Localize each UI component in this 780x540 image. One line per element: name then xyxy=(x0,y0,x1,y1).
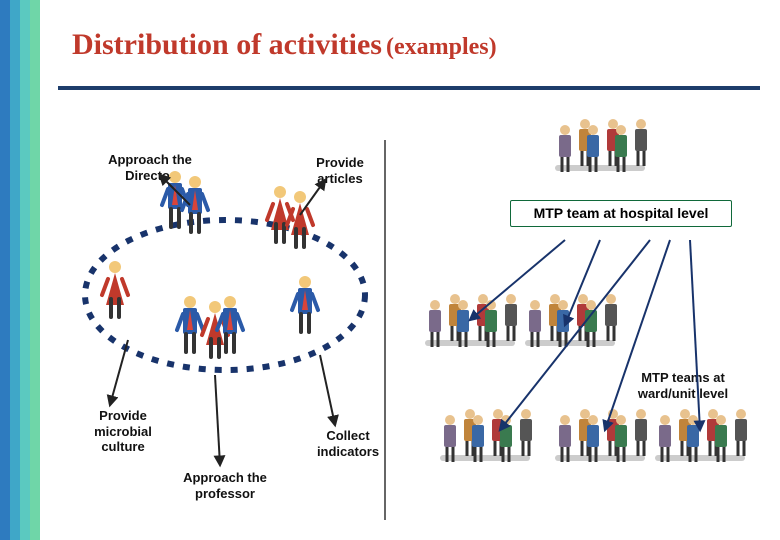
label-collect-indicators: Collect indicators xyxy=(298,428,398,459)
title-sub: (examples) xyxy=(386,34,497,60)
label-approach-professor: Approach the professor xyxy=(160,470,290,501)
sidebar-stripes xyxy=(0,0,40,540)
stripe-3 xyxy=(20,0,30,540)
stripe-1 xyxy=(0,0,10,540)
label-provide-microbial: Provide microbial culture xyxy=(78,408,168,455)
label-mtp-ward: MTP teams at ward/unit level xyxy=(618,370,748,401)
slide-stage: Distribution of activities (examples) Ap… xyxy=(0,0,780,540)
stripe-4 xyxy=(30,0,40,540)
label-mtp-hospital: MTP team at hospital level xyxy=(510,200,732,227)
label-provide-articles: Provide articles xyxy=(300,155,380,186)
title-main: Distribution of activities xyxy=(72,28,382,61)
title-underline xyxy=(58,86,760,90)
stripe-2 xyxy=(10,0,20,540)
label-approach-director: Approach the Director xyxy=(95,152,205,183)
slide-title: Distribution of activities (examples) xyxy=(72,28,497,62)
